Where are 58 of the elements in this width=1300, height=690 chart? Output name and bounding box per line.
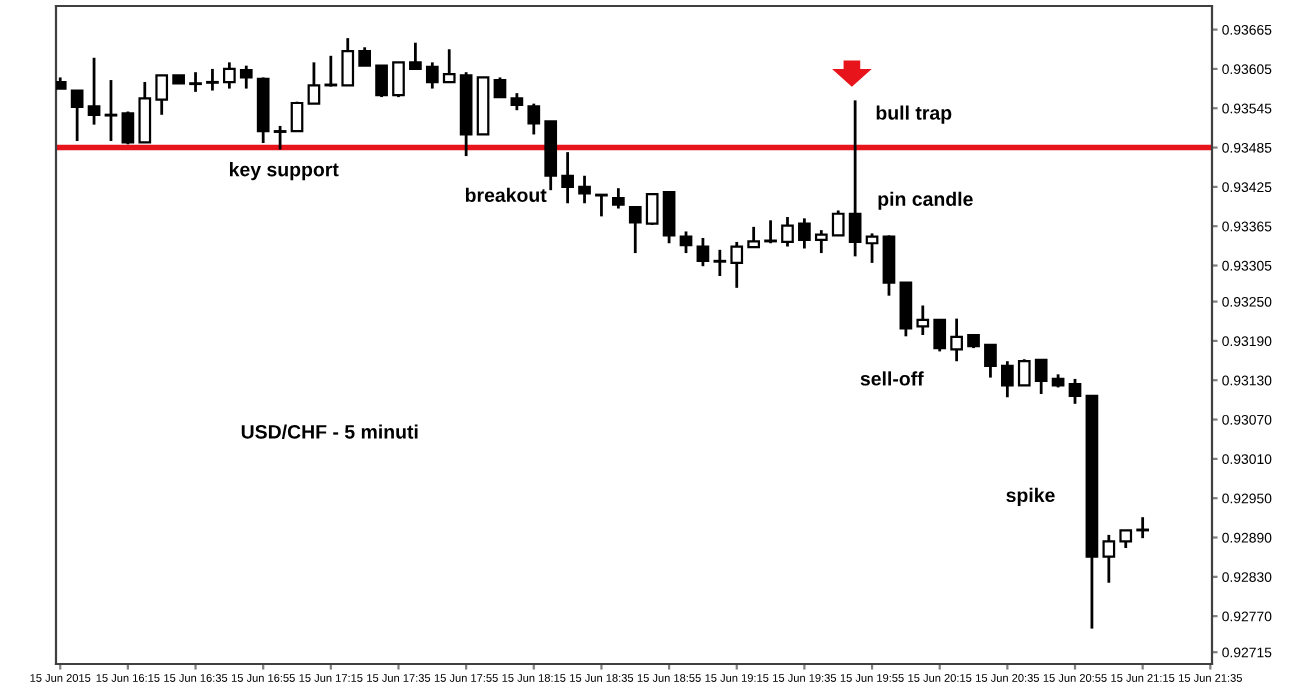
candlestick	[848, 98, 862, 258]
candlestick	[442, 47, 456, 84]
candlestick	[916, 304, 930, 337]
candlestick	[595, 193, 608, 218]
annotation: key support	[229, 162, 339, 181]
candlestick	[239, 64, 253, 90]
candlestick	[950, 317, 963, 363]
candlestick	[527, 102, 541, 136]
candlestick	[696, 236, 710, 268]
candlestick	[138, 80, 152, 144]
candlestick	[290, 100, 304, 133]
candlestick	[561, 150, 574, 205]
candlestick	[882, 233, 896, 298]
candlestick	[831, 209, 845, 237]
candlestick	[425, 60, 439, 90]
candlestick	[679, 230, 693, 255]
candlestick	[612, 186, 625, 210]
candlestick	[713, 248, 727, 278]
candlestick	[645, 192, 659, 227]
candlestick	[189, 70, 202, 94]
annotation: bull trap	[876, 105, 952, 124]
candlestick	[1102, 533, 1116, 585]
candlestick	[121, 110, 135, 146]
candlestick	[104, 78, 118, 143]
candlestick	[933, 318, 947, 353]
candlestick	[984, 343, 997, 379]
candlestick	[307, 60, 321, 106]
annotation: sell-off	[860, 371, 924, 386]
candlestick	[899, 281, 913, 338]
candlestick	[747, 225, 761, 249]
candlestick	[1034, 358, 1048, 396]
candlestick	[1017, 357, 1031, 387]
candlestick	[392, 60, 405, 99]
candlestick	[730, 240, 744, 290]
annotation: breakout	[465, 187, 547, 203]
annotation: spike	[1006, 487, 1055, 506]
annotation: pin candle	[878, 191, 973, 210]
candlestick	[223, 60, 236, 90]
candlestick	[1068, 377, 1082, 406]
candlestick	[273, 124, 287, 151]
candlestick	[493, 76, 507, 99]
candlestick	[375, 64, 388, 99]
candlestick	[628, 205, 642, 255]
candlestick	[578, 174, 591, 205]
candlestick	[865, 232, 879, 265]
candlestick	[70, 89, 84, 143]
candlestick	[1001, 359, 1014, 399]
candlestick	[814, 228, 828, 255]
candlestick	[781, 215, 794, 248]
candlestick	[155, 74, 169, 117]
candlestick	[87, 56, 101, 127]
candlestick	[798, 216, 811, 250]
candlestick	[662, 190, 676, 245]
candlestick	[206, 67, 219, 92]
candlestick	[409, 41, 422, 71]
candlestick	[341, 36, 355, 87]
candlestick	[358, 45, 372, 68]
text: USD/CHF - 5 minuti	[241, 424, 418, 439]
